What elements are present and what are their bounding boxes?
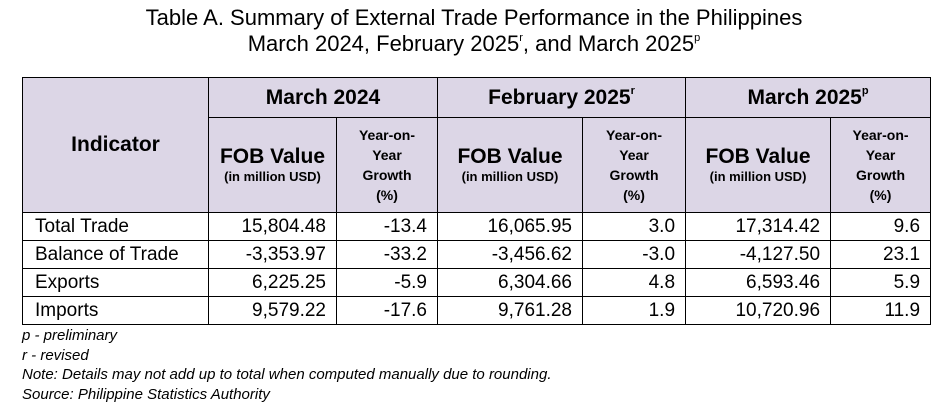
- header-row-periods: Indicator March 2024 February 2025r Marc…: [22, 77, 932, 213]
- yoy-header: Year-on- Year Growth (%): [581, 117, 687, 213]
- fob-label: FOB Value: [219, 145, 326, 168]
- yoy-line-4: (%): [869, 187, 892, 203]
- fob-value-cell: -3,353.97: [208, 240, 337, 269]
- fob-value-cell: 6,304.66: [437, 268, 583, 297]
- indicator-cell: Balance of Trade: [22, 240, 209, 269]
- period-label: February 2025: [488, 85, 631, 109]
- fob-label: FOB Value: [457, 145, 563, 168]
- yoy-growth-cell: -5.9: [336, 268, 438, 297]
- yoy-line-2: Year: [372, 147, 402, 163]
- table-footnotes: p - preliminary r - revised Note: Detail…: [22, 326, 552, 404]
- footnote-revised: r - revised: [22, 346, 89, 364]
- title-preliminary-mark: p: [694, 32, 701, 44]
- footnote-preliminary: p - preliminary: [22, 327, 118, 344]
- yoy-line-2: Year: [865, 147, 896, 163]
- period-mark: r: [630, 84, 635, 97]
- title-line-2-part-2: , and March 2025: [522, 31, 695, 56]
- fob-value-cell: 6,593.46: [685, 268, 832, 297]
- indicator-header: Indicator: [22, 77, 209, 213]
- yoy-growth-cell: -33.2: [336, 240, 438, 269]
- yoy-growth-cell: 23.1: [830, 240, 932, 269]
- period-label: March 2025: [747, 85, 862, 109]
- fob-label: FOB Value: [705, 145, 811, 168]
- yoy-growth-cell: 5.9: [830, 268, 932, 297]
- yoy-line-1: Year-on-: [852, 127, 909, 143]
- yoy-line-4: (%): [376, 187, 398, 203]
- yoy-line-3: Growth: [609, 167, 659, 183]
- yoy-header: Year-on- Year Growth (%): [830, 117, 932, 213]
- footnote-source: Source: Philippine Statistics Authority: [22, 385, 270, 403]
- fob-header: FOB Value (in million USD): [208, 117, 337, 213]
- period-header-feb-2025: February 2025r: [436, 77, 687, 118]
- yoy-line-3: Growth: [362, 167, 412, 183]
- footnote-rounding: Note: Details may not add up to total wh…: [22, 366, 552, 383]
- table-row-balance-of-trade: Balance of Trade -3,353.97 -33.2 -3,456.…: [22, 240, 932, 269]
- indicator-cell: Exports: [22, 268, 209, 297]
- trade-summary-table: Indicator March 2024 February 2025r Marc…: [22, 77, 932, 325]
- indicator-cell: Imports: [22, 296, 209, 325]
- table-row-exports: Exports 6,225.25 -5.9 6,304.66 4.8 6,593…: [22, 268, 932, 297]
- yoy-line-4: (%): [623, 187, 645, 203]
- table-row-imports: Imports 9,579.22 -17.6 9,761.28 1.9 10,7…: [22, 296, 932, 325]
- fob-unit: (in million USD): [224, 169, 321, 184]
- period-header-mar-2025: March 2025p: [685, 77, 932, 118]
- title-line-2-part-1: March 2024, February 2025: [247, 31, 520, 56]
- yoy-growth-cell: -17.6: [336, 296, 438, 325]
- indicator-cell: Total Trade: [22, 212, 209, 241]
- fob-value-cell: 6,225.25: [208, 268, 337, 297]
- fob-value-cell: 9,579.22: [208, 296, 337, 325]
- period-label: March 2024: [265, 85, 381, 109]
- fob-value-cell: 10,720.96: [685, 296, 832, 325]
- yoy-header: Year-on- Year Growth (%): [336, 117, 438, 213]
- yoy-growth-cell: 11.9: [830, 296, 932, 325]
- period-header-mar-2024: March 2024: [208, 77, 438, 118]
- title-line-2: March 2024, February 2025r, and March 20…: [0, 31, 948, 57]
- yoy-growth-cell: -13.4: [336, 212, 438, 241]
- yoy-line-2: Year: [619, 147, 649, 163]
- yoy-growth-cell: 9.6: [830, 212, 932, 241]
- yoy-line-1: Year-on-: [606, 127, 663, 143]
- fob-value-cell: -4,127.50: [685, 240, 832, 269]
- fob-value-cell: 17,314.42: [685, 212, 832, 241]
- yoy-growth-cell: 1.9: [581, 296, 687, 325]
- fob-header: FOB Value (in million USD): [685, 117, 832, 213]
- fob-unit: (in million USD): [709, 169, 807, 184]
- table-title: Table A. Summary of External Trade Perfo…: [0, 5, 948, 57]
- title-line-1: Table A. Summary of External Trade Perfo…: [145, 5, 803, 30]
- fob-value-cell: 15,804.48: [208, 212, 337, 241]
- yoy-growth-cell: -3.0: [581, 240, 687, 269]
- fob-value-cell: -3,456.62: [437, 240, 583, 269]
- yoy-line-3: Growth: [856, 167, 906, 183]
- title-revised-mark: r: [519, 32, 523, 44]
- fob-unit: (in million USD): [461, 169, 559, 184]
- period-mark: p: [861, 84, 869, 97]
- yoy-growth-cell: 3.0: [581, 212, 687, 241]
- fob-header: FOB Value (in million USD): [437, 117, 583, 213]
- yoy-line-1: Year-on-: [358, 127, 415, 143]
- yoy-growth-cell: 4.8: [581, 268, 687, 297]
- fob-value-cell: 9,761.28: [437, 296, 583, 325]
- header-row-measures: FOB Value (in million USD) Year-on- Year…: [23, 117, 932, 213]
- table-row-total-trade: Total Trade 15,804.48 -13.4 16,065.95 3.…: [22, 212, 932, 241]
- fob-value-cell: 16,065.95: [437, 212, 583, 241]
